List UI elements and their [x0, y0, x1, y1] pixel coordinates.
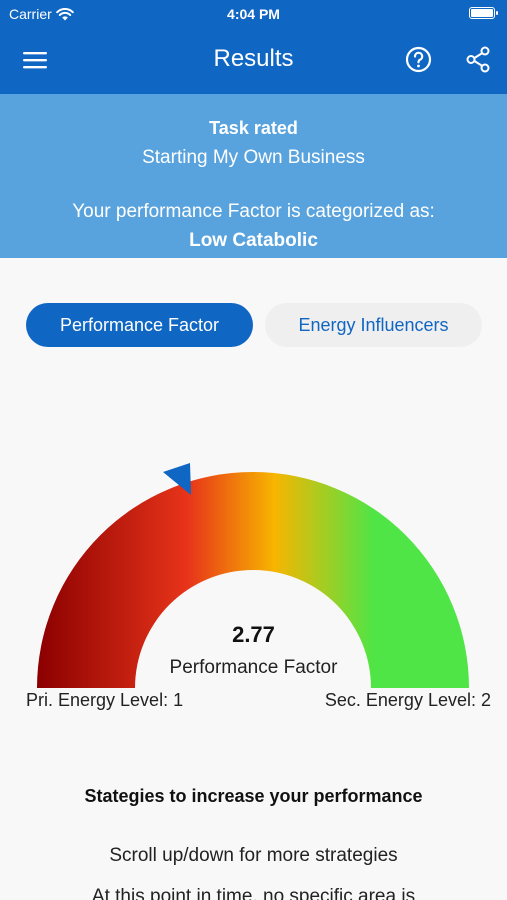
performance-value: 2.77: [232, 622, 275, 647]
secondary-energy-level: Sec. Energy Level: 2: [324, 690, 491, 710]
performance-gauge: [37, 463, 469, 688]
performance-label: Performance Factor: [169, 657, 338, 678]
tab-performance-factor[interactable]: Performance Factor: [26, 303, 253, 347]
primary-energy-level: Pri. Energy Level: 1: [26, 690, 184, 710]
carrier-label: Carrier: [9, 6, 52, 22]
strategies-hint: Scroll up/down for more strategies: [109, 845, 398, 866]
hamburger-menu-icon[interactable]: [23, 50, 47, 70]
nav-bar: Results: [0, 28, 507, 94]
gauge-pointer-icon: [163, 463, 191, 495]
wifi-icon: [55, 7, 74, 20]
help-circle-icon[interactable]: [405, 46, 432, 73]
battery-icon: [469, 7, 498, 19]
page-title: Results: [213, 45, 294, 72]
category-intro: Your performance Factor is categorized a…: [72, 201, 435, 222]
task-rated-heading: Task rated: [209, 118, 298, 138]
status-time: 4:04 PM: [227, 6, 280, 22]
gauge-arc: [37, 472, 469, 688]
result-banner: Task rated Starting My Own Business Your…: [0, 94, 507, 258]
status-bar: Carrier 4:04 PM: [0, 0, 507, 28]
tab-energy-influencers[interactable]: Energy Influencers: [265, 303, 482, 347]
strategies-title: Stategies to increase your performance: [84, 786, 423, 806]
category-value: Low Catabolic: [189, 230, 318, 251]
share-icon[interactable]: [465, 46, 491, 73]
task-name: Starting My Own Business: [142, 147, 365, 168]
carrier-group: Carrier: [9, 6, 74, 22]
strategies-text: At this point in time, no specific area …: [91, 886, 416, 900]
